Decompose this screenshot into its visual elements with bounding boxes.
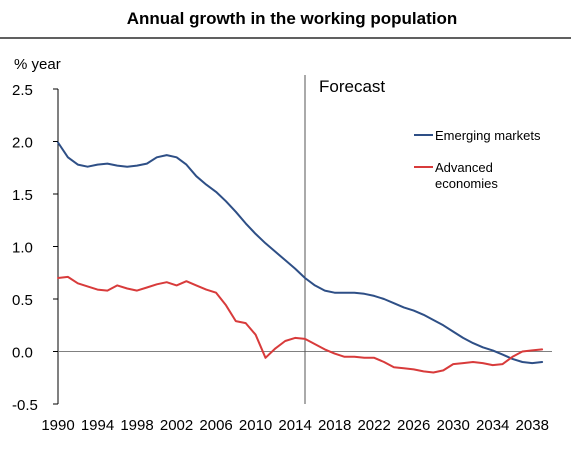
series-line-emerging-markets bbox=[57, 141, 544, 365]
y-tick-label: 2.5 bbox=[12, 82, 33, 99]
y-tick-label: 2.0 bbox=[12, 135, 33, 152]
x-tick-label: 2034 bbox=[476, 417, 509, 434]
y-axis: -0.5 0.0 0.5 1.0 1.5 2.0 2.5 bbox=[12, 82, 59, 414]
y-tick-label: 1.0 bbox=[12, 240, 33, 257]
x-tick-label: 2026 bbox=[397, 417, 430, 434]
x-tick-label: 2010 bbox=[239, 417, 272, 434]
forecast-annotation: Forecast bbox=[304, 75, 385, 404]
legend-label-advanced-economies: Advanced economies bbox=[435, 160, 498, 191]
x-tick-label: 2038 bbox=[516, 417, 549, 434]
y-tick-label: 0.0 bbox=[12, 345, 33, 362]
x-axis: 1990 1994 1998 2002 2006 2010 2014 2018 2022 2026… bbox=[41, 351, 552, 434]
x-tick-label: 2022 bbox=[357, 417, 390, 434]
series-line-advanced-economies bbox=[57, 275, 544, 374]
y-axis-label: % year bbox=[14, 56, 61, 73]
x-tick-label: 1998 bbox=[120, 417, 153, 434]
y-tick-label: 0.5 bbox=[12, 292, 33, 309]
legend: Emerging markets Advanced economies bbox=[414, 128, 541, 191]
chart-title: Annual growth in the working population bbox=[127, 9, 458, 28]
x-tick-label: 2002 bbox=[160, 417, 193, 434]
forecast-label: Forecast bbox=[319, 77, 385, 96]
x-tick-label: 1990 bbox=[41, 417, 74, 434]
y-tick-label: 1.5 bbox=[12, 187, 33, 204]
x-tick-label: 1994 bbox=[81, 417, 114, 434]
legend-label-emerging-markets: Emerging markets bbox=[435, 128, 541, 143]
x-tick-label: 2030 bbox=[437, 417, 470, 434]
x-tick-label: 2006 bbox=[199, 417, 232, 434]
series-lines bbox=[57, 141, 544, 374]
x-tick-label: 2018 bbox=[318, 417, 351, 434]
x-tick-label: 2014 bbox=[278, 417, 311, 434]
y-tick-label: -0.5 bbox=[12, 397, 38, 414]
